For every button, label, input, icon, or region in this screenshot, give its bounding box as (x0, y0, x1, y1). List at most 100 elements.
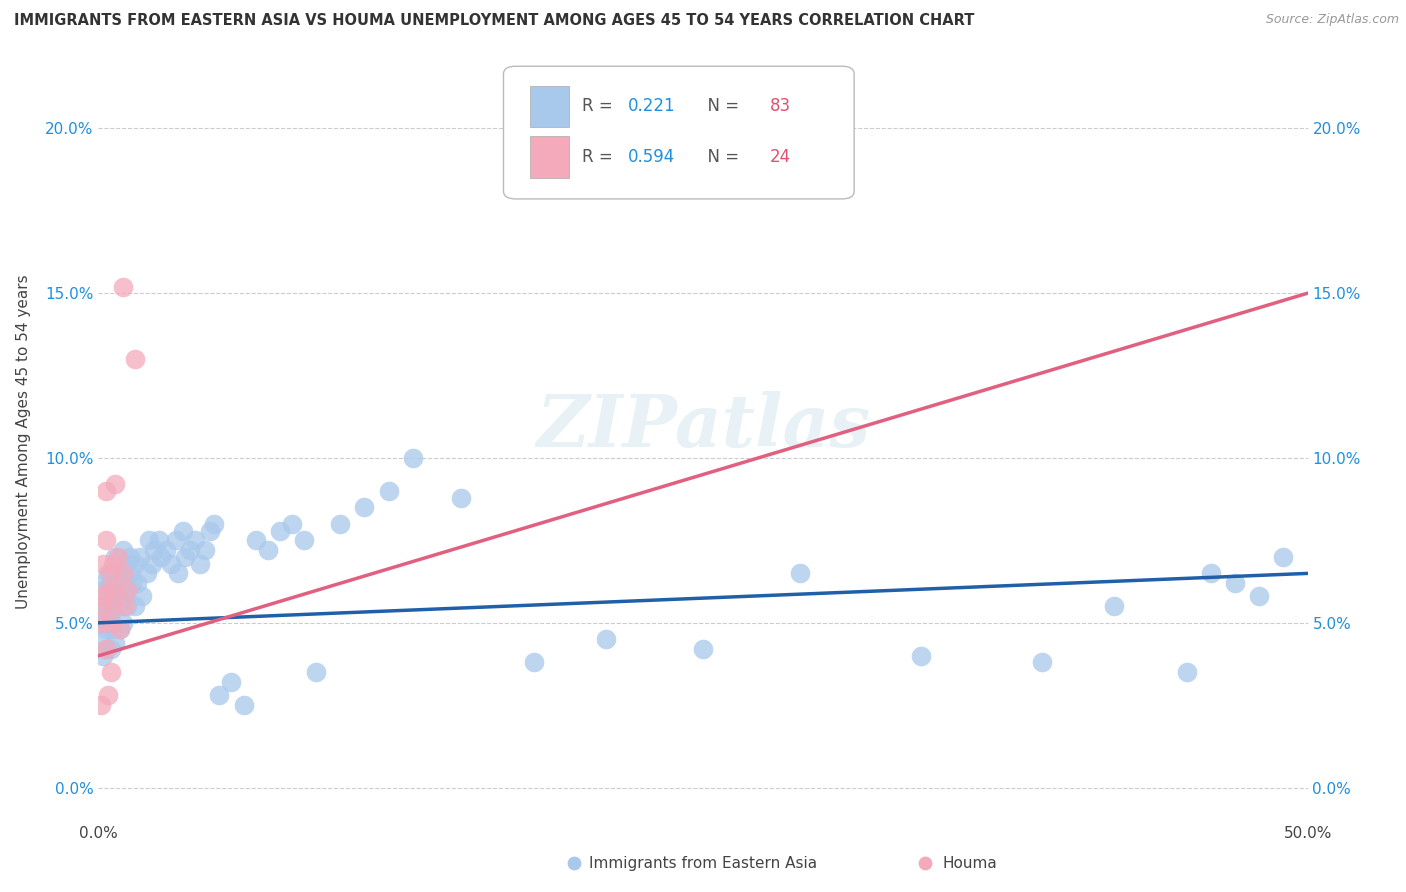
Text: Source: ZipAtlas.com: Source: ZipAtlas.com (1265, 13, 1399, 27)
Point (1102, 599, 1125, 614)
Point (194, 543, 217, 558)
Point (104, 477, 127, 491)
Text: N =: N = (697, 97, 744, 115)
Point (179, 543, 201, 558)
Point (104, 635, 127, 649)
Point (165, 533, 187, 548)
Point (91, 557, 114, 571)
Point (90, 615, 112, 630)
Text: R =: R = (582, 97, 619, 115)
Point (91, 609, 114, 624)
Point (377, 483, 399, 498)
Point (118, 566, 141, 581)
Point (910, 648, 932, 663)
Point (100, 576, 122, 591)
Point (114, 590, 136, 604)
Point (256, 543, 278, 558)
Point (1199, 566, 1222, 581)
Point (90, 698, 112, 713)
Point (148, 533, 170, 548)
Point (1249, 590, 1271, 604)
Point (353, 500, 375, 515)
Point (94, 533, 117, 548)
Text: 0.594: 0.594 (628, 148, 675, 166)
Point (94, 573, 117, 587)
Point (111, 543, 134, 558)
Point (108, 623, 131, 637)
Point (305, 665, 328, 680)
Point (90, 632, 112, 647)
Point (117, 582, 139, 597)
Point (124, 557, 146, 571)
Point (221, 675, 243, 690)
Point (121, 576, 143, 591)
Point (208, 689, 231, 703)
Point (100, 606, 122, 620)
Point (138, 533, 160, 548)
Point (184, 533, 207, 548)
Point (232, 698, 254, 713)
Point (402, 450, 425, 465)
Point (789, 566, 811, 581)
Point (135, 566, 157, 581)
Point (107, 549, 129, 564)
Text: 24: 24 (769, 148, 790, 166)
Point (160, 557, 183, 571)
Point (914, 856, 936, 871)
Point (281, 516, 304, 531)
Point (111, 279, 134, 293)
Point (94, 599, 117, 614)
Point (97, 592, 120, 607)
Point (167, 566, 190, 581)
Point (150, 549, 173, 564)
Point (90, 615, 112, 630)
Text: Houma: Houma (942, 856, 997, 871)
Point (1031, 656, 1053, 670)
Point (97, 566, 120, 581)
Point (117, 599, 139, 614)
Point (94, 642, 117, 657)
Point (101, 623, 124, 637)
FancyBboxPatch shape (503, 66, 855, 199)
Point (100, 615, 122, 630)
Point (91, 648, 114, 663)
Point (114, 557, 136, 571)
Point (104, 566, 127, 581)
Y-axis label: Unemployment Among Ages 45 to 54 years: Unemployment Among Ages 45 to 54 years (17, 274, 31, 609)
Point (101, 599, 124, 614)
Point (101, 557, 124, 571)
Point (107, 576, 129, 591)
Text: Immigrants from Eastern Asia: Immigrants from Eastern Asia (589, 856, 817, 871)
Point (523, 656, 546, 670)
Point (117, 582, 139, 597)
Point (94, 642, 117, 657)
Point (97, 615, 120, 630)
Text: ZIPatlas: ZIPatlas (536, 391, 870, 462)
Point (91, 599, 114, 614)
Point (143, 543, 166, 558)
Point (450, 491, 472, 505)
Point (107, 599, 129, 614)
Point (91, 590, 114, 604)
Point (124, 599, 146, 614)
Point (692, 642, 714, 657)
Text: 0.221: 0.221 (628, 97, 676, 115)
Point (94, 483, 117, 498)
Point (595, 632, 617, 647)
Point (1272, 549, 1295, 564)
Point (198, 524, 221, 538)
Text: N =: N = (697, 148, 744, 166)
Point (329, 516, 352, 531)
Point (188, 557, 211, 571)
Point (128, 549, 150, 564)
Point (111, 615, 134, 630)
Text: R =: R = (582, 148, 619, 166)
Point (172, 524, 194, 538)
Point (118, 549, 141, 564)
FancyBboxPatch shape (530, 136, 569, 178)
Point (127, 576, 149, 591)
Point (97, 689, 120, 703)
Point (100, 665, 122, 680)
Point (91, 582, 114, 597)
Point (141, 557, 163, 571)
